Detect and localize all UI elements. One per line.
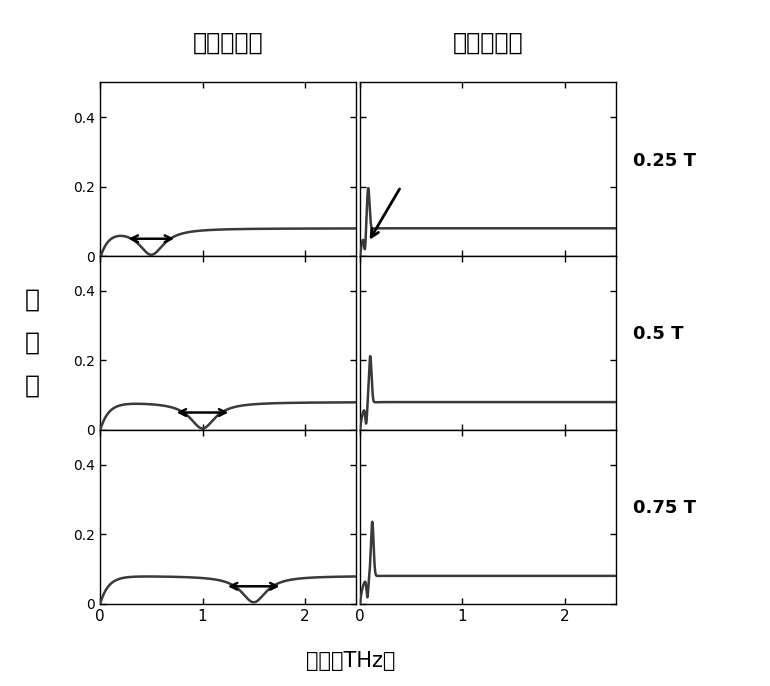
Text: 左旋圆偏振: 左旋圆偏振 — [192, 31, 263, 55]
Text: 0.5 T: 0.5 T — [633, 325, 684, 343]
Text: 透
射
率: 透 射 率 — [25, 288, 40, 398]
Text: 右旋圆偏振: 右旋圆偏振 — [453, 31, 524, 55]
Text: 频率（THz）: 频率（THz） — [306, 651, 395, 671]
Text: 0.75 T: 0.75 T — [633, 499, 696, 517]
Text: 0.25 T: 0.25 T — [633, 152, 696, 169]
